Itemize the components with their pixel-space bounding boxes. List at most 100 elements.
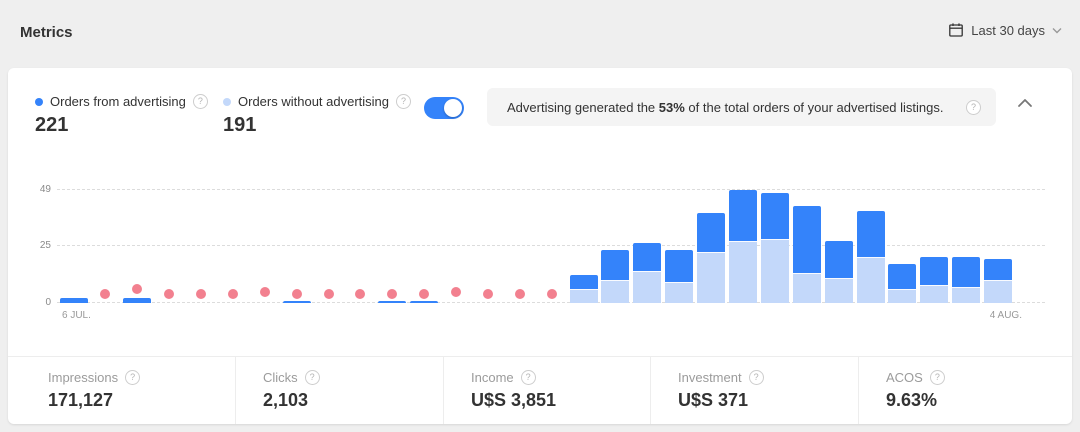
bar-segment-without-advertising (792, 273, 821, 303)
question-circle-icon[interactable]: ? (748, 370, 764, 385)
bar-segment-from-advertising (123, 298, 152, 303)
bar-segment-without-advertising (984, 280, 1013, 303)
bar-segment-from-advertising (888, 263, 917, 290)
date-range-filter[interactable]: Last 30 days (948, 22, 1062, 38)
no-orders-dot-day-8[interactable] (291, 288, 302, 299)
legend-label: Orders without advertising (238, 94, 390, 109)
question-circle-icon[interactable]: ? (192, 94, 208, 109)
bar-segment-from-advertising (792, 206, 821, 274)
legend-label: Orders from advertising (50, 94, 186, 109)
no-orders-dot-day-2[interactable] (100, 288, 111, 299)
no-orders-dot-day-9[interactable] (323, 288, 334, 299)
chart-bar-day-18[interactable] (601, 250, 630, 303)
no-orders-dot-day-11[interactable] (387, 288, 398, 299)
metric-value: 9.63% (886, 390, 938, 410)
metric-value: U$S 3,851 (471, 390, 557, 410)
calendar-icon (948, 22, 964, 38)
no-orders-dot-day-4[interactable] (164, 288, 175, 299)
no-orders-dot-day-3[interactable] (132, 284, 143, 295)
chart-bar-day-23[interactable] (760, 192, 789, 303)
chart-bar-day-11[interactable] (378, 300, 407, 303)
chart-bar-day-22[interactable] (728, 190, 757, 303)
date-range-label: Last 30 days (971, 22, 1045, 38)
bar-segment-from-advertising (569, 275, 598, 290)
chevron-up-icon (1017, 95, 1033, 113)
banner-text: Advertising generated the 53% of the tot… (507, 99, 944, 115)
metric-value: 171,127 (48, 390, 114, 410)
gridline-49 (57, 189, 1045, 191)
without-advertising-toggle[interactable] (424, 97, 464, 119)
no-orders-dot-day-15[interactable] (514, 288, 525, 299)
bar-segment-without-advertising (569, 289, 598, 303)
chart-bar-day-3[interactable] (123, 298, 152, 303)
bar-segment-from-advertising (601, 250, 630, 280)
question-circle-icon[interactable]: ? (396, 94, 412, 109)
no-orders-dot-day-16[interactable] (546, 288, 557, 299)
lightblue-dot-icon (223, 97, 231, 106)
chart-bar-day-25[interactable] (824, 240, 853, 303)
gridline-0 (57, 302, 1045, 303)
bar-segment-from-advertising (856, 211, 885, 257)
bar-segment-without-advertising (888, 289, 917, 303)
chart-bar-day-12[interactable] (410, 300, 439, 303)
bar-segment-without-advertising (633, 270, 662, 303)
metric-label: Impressions (48, 370, 119, 385)
chart-bar-day-1[interactable] (59, 298, 88, 303)
chart-bar-day-27[interactable] (888, 263, 917, 303)
metric-label: ACOS (886, 370, 923, 385)
metric-value: U$S 371 (678, 390, 749, 410)
y-tick-label-25: 25 (39, 239, 51, 251)
chart-bar-day-20[interactable] (665, 250, 694, 303)
question-circle-icon[interactable]: ? (966, 100, 981, 115)
bar-segment-from-advertising (952, 257, 981, 287)
chart-bar-day-24[interactable] (792, 206, 821, 303)
no-orders-dot-day-6[interactable] (227, 288, 238, 299)
chart-bar-day-19[interactable] (633, 243, 662, 303)
x-axis-start-label: 6 JUL. (62, 310, 91, 321)
bar-segment-without-advertising (665, 282, 694, 303)
bar-segment-without-advertising (856, 257, 885, 303)
chart-bar-day-28[interactable] (920, 257, 949, 303)
metric-income: Income? U$S 3,851 (443, 357, 650, 424)
plot-area: 0 25 49 (40, 178, 1045, 308)
bar-segment-from-advertising (665, 250, 694, 283)
legend-value: 191 (223, 114, 257, 136)
bar-segment-from-advertising (410, 300, 439, 303)
metric-clicks: Clicks? 2,103 (235, 357, 443, 424)
no-orders-dot-day-10[interactable] (355, 288, 366, 299)
collapse-panel-button[interactable] (1014, 95, 1036, 113)
no-orders-dot-day-14[interactable] (482, 288, 493, 299)
bar-segment-from-advertising (824, 240, 853, 278)
chart-bar-day-17[interactable] (569, 275, 598, 303)
chart-bar-day-8[interactable] (282, 300, 311, 303)
metric-impressions: Impressions? 171,127 (8, 357, 235, 424)
no-orders-dot-day-5[interactable] (196, 288, 207, 299)
metric-label: Investment (678, 370, 742, 385)
chart-bar-day-30[interactable] (984, 259, 1013, 303)
metric-label: Income (471, 370, 514, 385)
bar-segment-from-advertising (760, 192, 789, 239)
bar-segment-without-advertising (920, 284, 949, 303)
no-orders-dot-day-7[interactable] (259, 286, 270, 297)
bar-segment-without-advertising (760, 238, 789, 303)
chart-bar-day-29[interactable] (952, 257, 981, 303)
metric-investment: Investment? U$S 371 (650, 357, 858, 424)
question-circle-icon[interactable]: ? (125, 370, 141, 385)
bar-segment-from-advertising (728, 190, 757, 241)
question-circle-icon[interactable]: ? (304, 370, 320, 385)
chart-bar-day-26[interactable] (856, 211, 885, 303)
chart-bar-day-21[interactable] (697, 213, 726, 303)
no-orders-dot-day-13[interactable] (451, 286, 462, 297)
metrics-card: Orders from advertising ? 221 Orders wit… (8, 68, 1072, 424)
chevron-down-icon (1052, 27, 1062, 34)
bar-segment-from-advertising (378, 300, 407, 303)
bar-segment-without-advertising (952, 286, 981, 303)
bar-segment-from-advertising (633, 243, 662, 271)
toggle-knob (444, 99, 462, 117)
x-axis-end-label: 4 AUG. (989, 310, 1022, 321)
metric-acos: ACOS? 9.63% (858, 357, 1072, 424)
question-circle-icon[interactable]: ? (929, 370, 945, 385)
no-orders-dot-day-12[interactable] (419, 288, 430, 299)
question-circle-icon[interactable]: ? (520, 370, 536, 385)
legend-orders-without-advertising: Orders without advertising ? 191 (223, 94, 412, 137)
